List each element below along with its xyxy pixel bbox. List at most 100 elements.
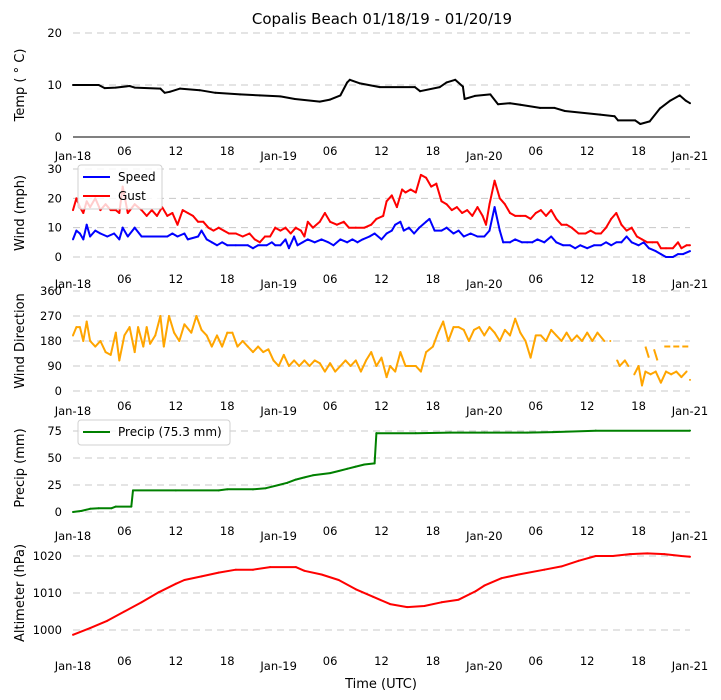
data-point: [409, 365, 412, 367]
data-point: [286, 481, 289, 484]
data-point: [183, 232, 186, 235]
x-tick-label: Jan-18: [54, 529, 92, 543]
data-point: [118, 359, 121, 362]
data-point: [599, 232, 602, 235]
data-point: [593, 244, 596, 247]
data-point: [526, 431, 529, 434]
data-point: [509, 102, 512, 105]
data-point: [613, 115, 616, 118]
data-point: [644, 370, 647, 373]
x-tick-label: 06: [117, 524, 132, 538]
data-point: [133, 226, 136, 229]
data-point: [246, 345, 249, 348]
data-point: [128, 326, 131, 329]
data-point: [553, 106, 556, 109]
data-point: [306, 238, 309, 241]
data-point: [461, 212, 464, 214]
data-point: [543, 568, 546, 571]
data-point: [401, 188, 404, 191]
y-tick-label: 10: [47, 78, 62, 92]
data-point: [289, 232, 292, 235]
data-point: [263, 235, 266, 238]
data-point: [311, 226, 314, 229]
data-point: [113, 232, 116, 235]
data-point: [550, 209, 553, 212]
data-point: [659, 381, 662, 384]
data-point: [534, 212, 537, 214]
data-point: [539, 209, 542, 212]
data-point: [303, 235, 306, 238]
data-point: [659, 247, 662, 250]
data-point: [207, 226, 210, 229]
data-point: [217, 226, 220, 229]
data-point: [596, 331, 599, 334]
data-point: [497, 103, 500, 106]
data-point: [586, 247, 589, 250]
panel-2: 0 10 20 30 Wind (mph) Jan-18 06 12 18 Jan-19 06 12 1…: [13, 162, 708, 291]
data-point: [368, 235, 371, 238]
x-tick-label: Jan-19: [259, 277, 297, 291]
x-tick-label: Jan-21: [671, 149, 709, 163]
data-point: [109, 353, 112, 356]
data-point: [210, 345, 213, 348]
x-tick-label: 06: [323, 272, 338, 286]
data-point: [159, 87, 162, 90]
data-point: [323, 212, 326, 214]
data-point: [524, 214, 527, 217]
data-point: [423, 604, 426, 607]
data-point: [615, 212, 618, 214]
data-point: [389, 365, 392, 367]
data-point: [462, 328, 465, 331]
data-point: [519, 214, 522, 217]
data-point: [534, 334, 537, 337]
data-point: [198, 89, 201, 92]
data-point: [414, 365, 417, 367]
data-point: [181, 209, 184, 212]
data-point: [306, 220, 309, 223]
data-point: [335, 223, 338, 226]
y-tick-label: 50: [47, 451, 62, 465]
data-point: [239, 93, 242, 96]
data-point: [577, 232, 580, 235]
data-point: [599, 244, 602, 247]
data-point: [519, 331, 522, 334]
data-point: [680, 247, 683, 250]
data-point: [409, 188, 412, 191]
data-point: [531, 241, 534, 244]
data-point: [269, 235, 272, 238]
data-point: [294, 566, 297, 569]
data-point: [339, 365, 342, 367]
y-axis-label: Wind Direction: [13, 293, 28, 389]
data-point: [373, 462, 376, 465]
data-point: [684, 99, 687, 102]
data-point: [483, 334, 486, 337]
data-point: [251, 488, 254, 491]
chart-title: Copalis Beach 01/18/19 - 01/20/19: [252, 10, 512, 28]
data-point: [104, 351, 107, 354]
data-point: [565, 223, 568, 226]
data-point: [589, 229, 592, 232]
data-point: [498, 229, 501, 232]
data-point: [550, 235, 553, 238]
data-point: [179, 87, 182, 90]
data-point: [99, 340, 102, 342]
y-tick-label: 1020: [33, 549, 62, 563]
x-tick-label: Jan-18: [54, 149, 92, 163]
panel-5: 1000 1010 1020 Altimeter (hPa) Jan-18 06 12 18 J…: [13, 544, 708, 673]
data-point: [385, 232, 388, 235]
data-point: [519, 103, 522, 106]
data-point: [214, 91, 217, 94]
data-point: [293, 98, 296, 101]
y-axis-label: Wind (mph): [13, 175, 28, 251]
data-point: [284, 238, 287, 241]
x-tick-label: 06: [323, 654, 338, 668]
data-point: [99, 232, 102, 235]
data-point: [509, 212, 512, 214]
data-point: [402, 229, 405, 232]
x-tick-label: 06: [323, 144, 338, 158]
series-line-direction-late: [653, 349, 659, 361]
data-point: [308, 365, 311, 367]
data-point: [159, 315, 162, 317]
data-point: [183, 579, 186, 582]
data-point: [399, 220, 402, 223]
